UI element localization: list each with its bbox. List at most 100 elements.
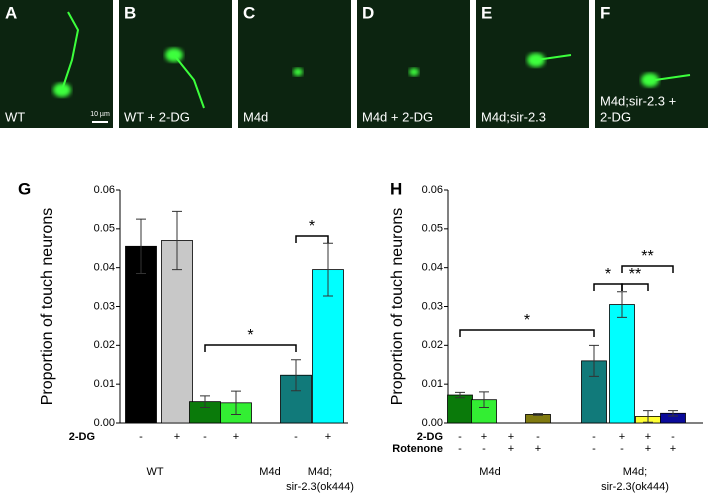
error-bar <box>617 291 627 318</box>
panel-letter: B <box>124 3 136 22</box>
significance-label: * <box>605 266 611 283</box>
significance-label: * <box>247 327 253 344</box>
row-mark: + <box>645 443 651 455</box>
group-label: sir-2.3(ok444) <box>286 481 354 493</box>
neuron <box>641 73 659 87</box>
neurite <box>535 54 572 61</box>
error-bar <box>136 218 146 274</box>
group-label: WT <box>146 466 163 478</box>
significance-bracket <box>621 283 649 291</box>
error-bar <box>589 344 599 377</box>
error-bar <box>668 410 678 417</box>
error-bar <box>323 242 333 297</box>
row-mark: + <box>670 443 676 455</box>
significance-label: * <box>524 312 530 329</box>
y-tick-label: 0.06 <box>94 184 115 196</box>
row-mark: + <box>325 431 331 443</box>
row-mark: + <box>508 443 514 455</box>
row-mark: - <box>139 431 143 443</box>
y-tick-label: 0.01 <box>94 378 115 390</box>
panel-letter: A <box>5 3 17 22</box>
group-label: M4d; <box>623 466 647 478</box>
y-tick-label: 0.00 <box>422 417 443 429</box>
error-bar <box>291 359 301 392</box>
panel-caption: M4d + 2-DG <box>362 109 433 124</box>
error-bar <box>136 218 146 274</box>
significance-bracket <box>621 265 674 273</box>
row-mark: + <box>233 431 239 443</box>
y-tick-label: 0.05 <box>422 223 443 235</box>
row-mark: + <box>481 431 487 443</box>
error-bar <box>231 390 241 415</box>
neuron <box>409 68 419 76</box>
y-tick-label: 0.00 <box>94 417 115 429</box>
y-tick-label: 0.04 <box>94 262 115 274</box>
significance-bracket <box>459 329 595 337</box>
row-mark: - <box>203 431 207 443</box>
significance-bracket <box>593 283 623 291</box>
bar <box>447 394 473 424</box>
panel-caption: M4d;sir-2.3 <box>481 109 546 124</box>
error-bar <box>479 391 489 408</box>
micrograph <box>119 0 232 128</box>
y-tick-label: 0.06 <box>422 184 443 196</box>
group-label: sir-2.3(ok444) <box>601 481 669 493</box>
error-bar <box>172 210 182 271</box>
neurite <box>61 11 80 91</box>
row-mark: + <box>645 431 651 443</box>
error-bar <box>617 291 627 318</box>
neurite <box>173 54 205 109</box>
row-mark: + <box>619 431 625 443</box>
error-bar <box>231 390 241 415</box>
group-label: M4d <box>479 466 500 478</box>
y-tick-label: 0.01 <box>422 378 443 390</box>
panel-letter: D <box>362 3 374 22</box>
panel-caption: WT <box>5 109 25 124</box>
error-bar <box>479 391 489 408</box>
row-label: 2-DG <box>417 431 443 443</box>
row-label: Rotenone <box>392 443 443 455</box>
panel-caption: 2-DG <box>600 109 631 124</box>
y-tick-label: 0.05 <box>94 223 115 235</box>
bar <box>609 304 635 424</box>
group-label: M4d; <box>308 466 332 478</box>
y-axis-label: Proportion of touch neurons <box>389 208 406 405</box>
error-bar <box>533 413 543 416</box>
y-tick-label: 0.04 <box>422 262 443 274</box>
error-bar <box>643 410 653 423</box>
significance-label: * <box>309 218 315 235</box>
error-bar <box>200 395 210 408</box>
significance-label: ** <box>629 266 641 283</box>
panel-caption: WT + 2-DG <box>124 109 190 124</box>
significance-bracket <box>295 235 329 243</box>
row-mark: + <box>174 431 180 443</box>
neuron <box>293 68 303 76</box>
row-mark: - <box>458 431 462 443</box>
panel-letter: E <box>481 3 492 22</box>
significance-label: ** <box>641 248 653 265</box>
error-bar <box>668 410 678 417</box>
panel-caption: M4d <box>243 109 268 124</box>
row-mark: - <box>620 443 624 455</box>
group-label: M4d <box>259 466 280 478</box>
panel-caption: M4d;sir-2.3 + <box>600 93 676 108</box>
error-bar <box>172 210 182 271</box>
panel-letter: C <box>243 3 255 22</box>
micrograph <box>357 0 470 128</box>
y-tick-label: 0.03 <box>94 300 115 312</box>
error-bar <box>455 391 465 399</box>
row-mark: - <box>592 443 596 455</box>
error-bar <box>455 391 465 399</box>
bar <box>125 245 157 424</box>
panel-letter: H <box>390 179 402 198</box>
error-bar <box>643 410 653 423</box>
neurite <box>654 74 691 81</box>
row-mark: + <box>535 443 541 455</box>
row-mark: - <box>592 431 596 443</box>
panel-letter: F <box>600 3 610 22</box>
panel-letter: G <box>18 179 31 198</box>
error-bar <box>323 242 333 297</box>
bar <box>161 240 193 424</box>
y-tick-label: 0.02 <box>422 339 443 351</box>
row-mark: - <box>536 431 540 443</box>
